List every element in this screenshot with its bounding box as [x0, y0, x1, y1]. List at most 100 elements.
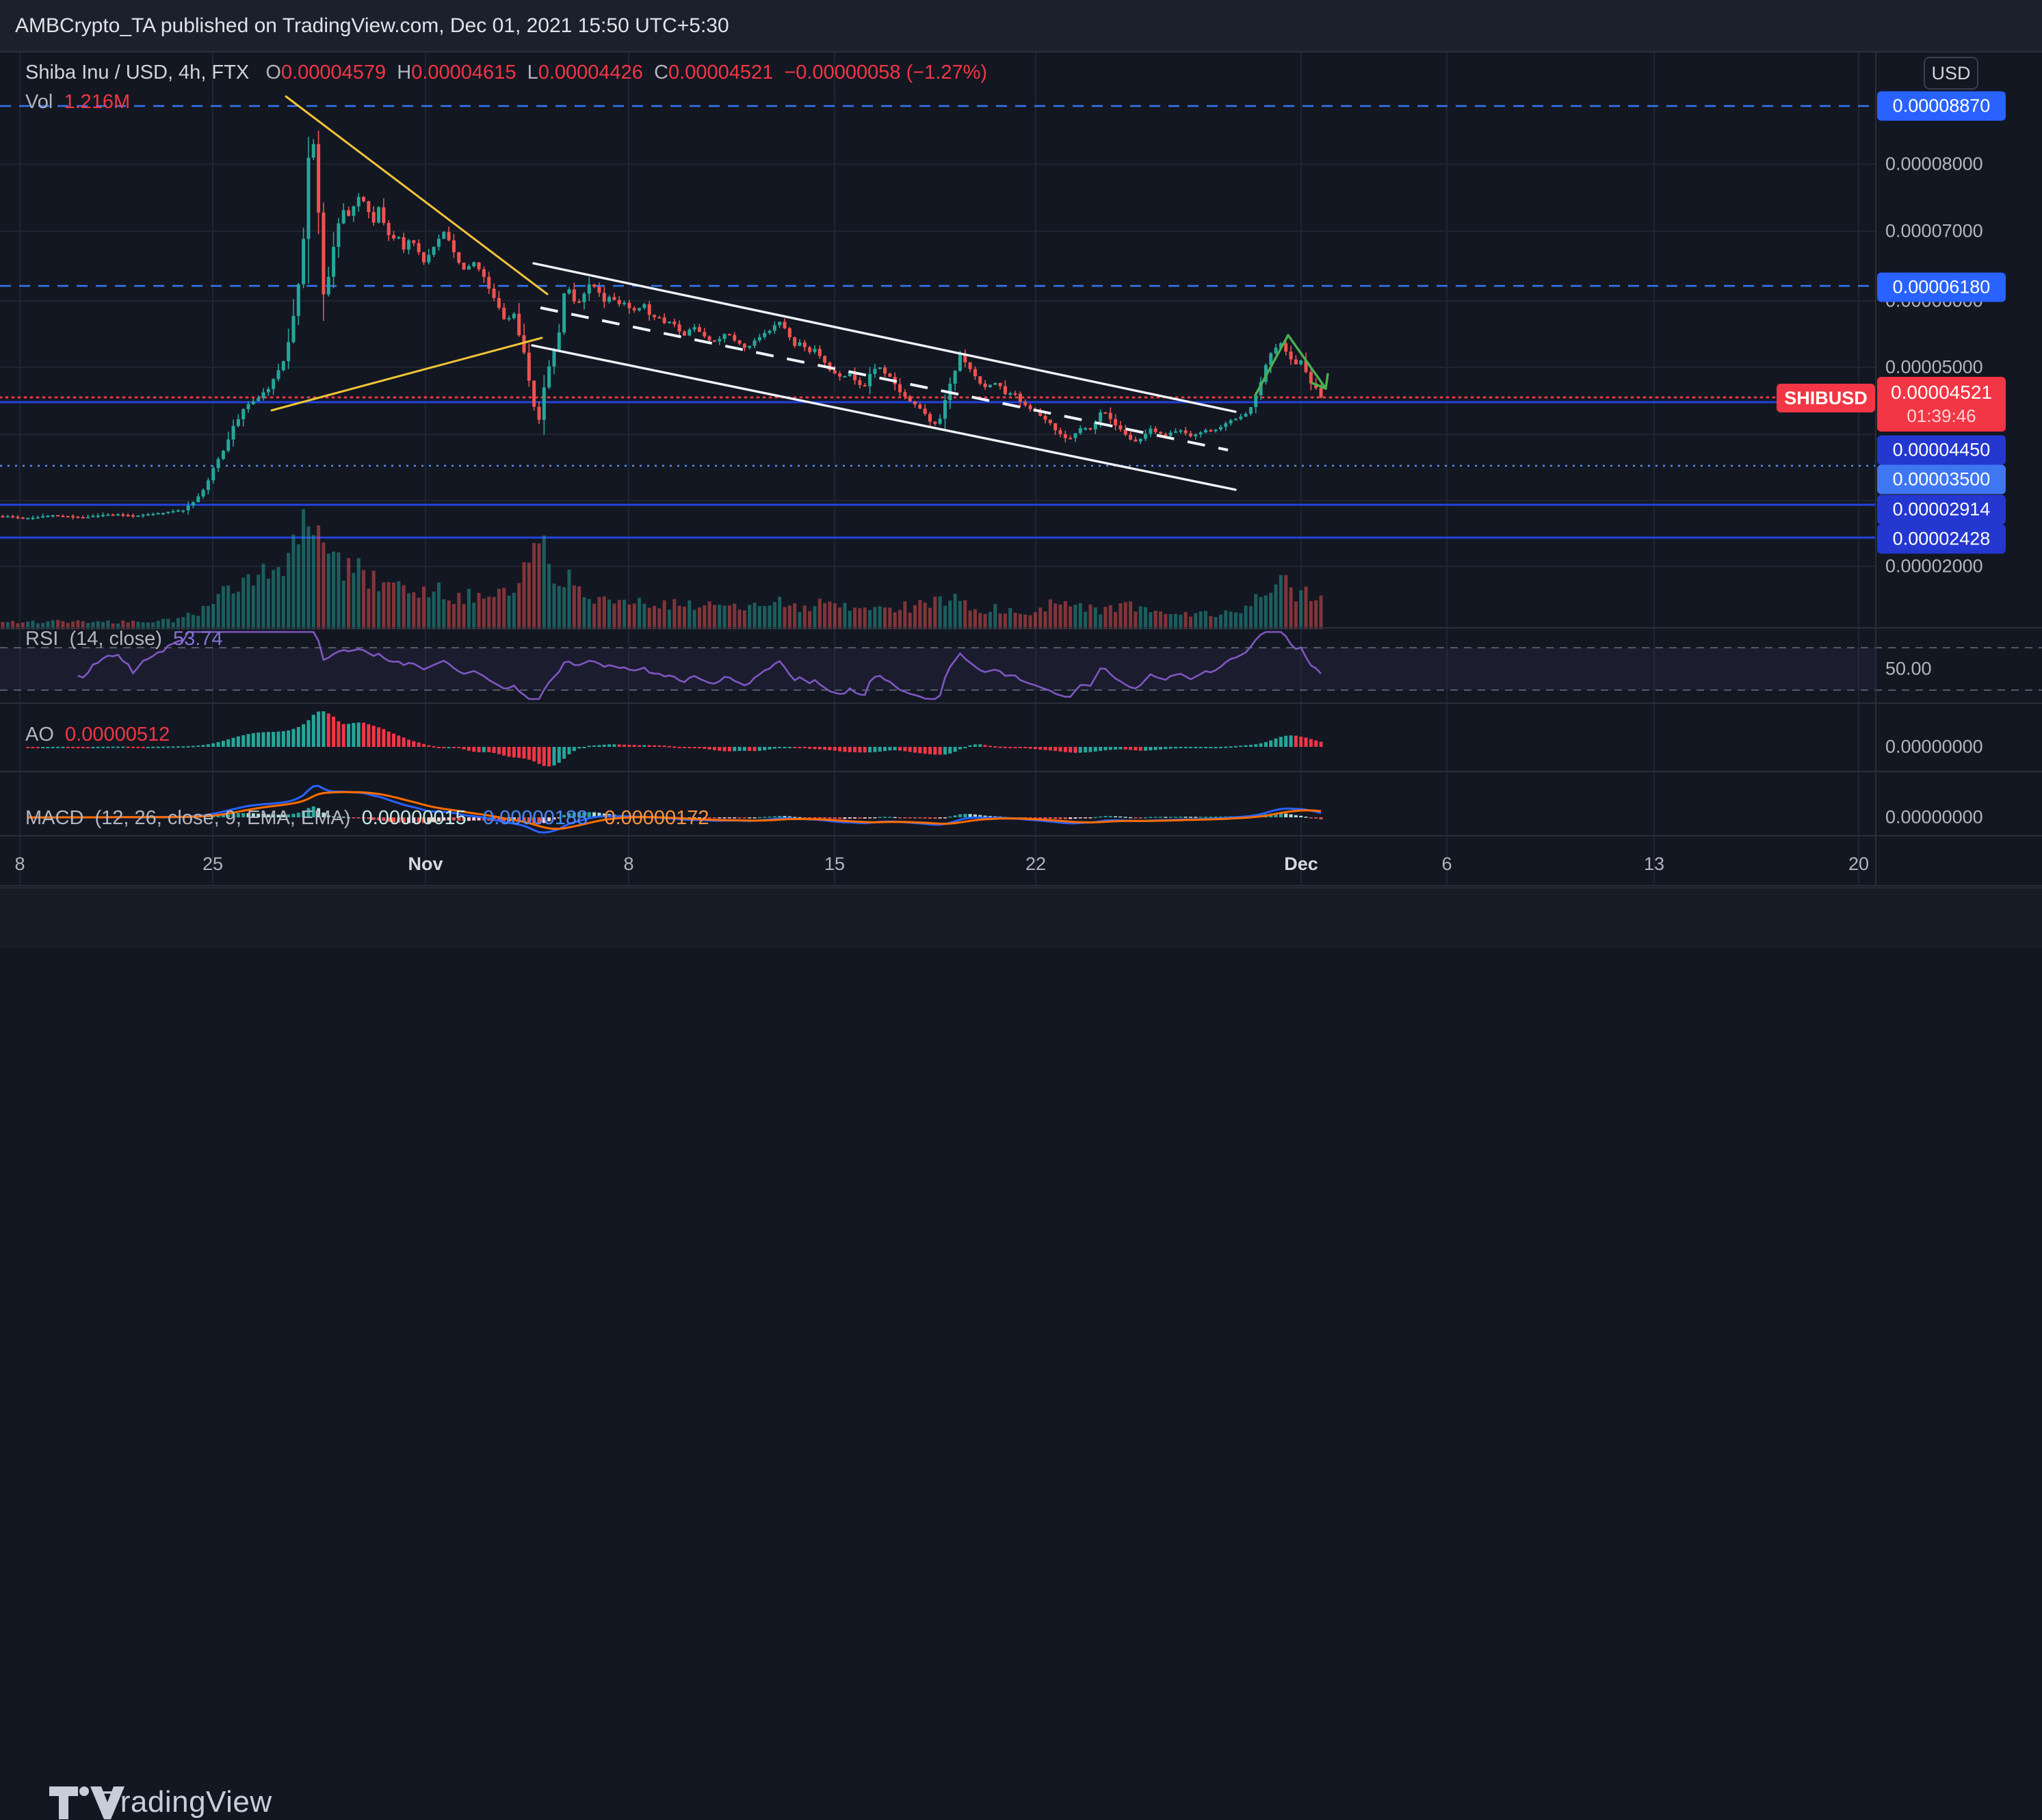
ao-bar	[1118, 747, 1123, 750]
time-axis-label[interactable]: 22	[1025, 854, 1047, 874]
ao-bar	[963, 747, 967, 748]
candle-body	[46, 516, 50, 518]
candle-body	[582, 293, 586, 302]
volume-bar	[742, 610, 746, 629]
macd-histogram-bar	[938, 817, 942, 819]
volume-bar	[623, 599, 627, 629]
ao-bar	[266, 732, 270, 747]
currency-toggle-button[interactable]: USD	[1924, 57, 1978, 90]
channel-midline-dashed[interactable]	[540, 306, 1229, 451]
volume-bar	[81, 621, 85, 629]
ao-bar	[653, 745, 657, 747]
ao-bar	[547, 747, 551, 767]
chart-canvas[interactable]	[0, 0, 2042, 947]
candle-body	[547, 366, 551, 388]
volume-bar	[1, 622, 5, 629]
ao-bar	[787, 747, 791, 748]
green-projection-line[interactable]	[1254, 334, 1290, 397]
macd-histogram-bar	[1304, 817, 1308, 818]
candle-body	[11, 516, 15, 518]
time-axis-label[interactable]: Nov	[408, 854, 443, 874]
volume-bar	[1033, 612, 1037, 629]
macd-histogram-bar	[802, 817, 807, 819]
time-axis-label[interactable]: 15	[824, 854, 846, 874]
volume-bar	[347, 558, 351, 629]
macd-histogram-bar	[352, 817, 356, 819]
macd-histogram-bar	[1153, 817, 1157, 818]
volume-bar	[537, 543, 541, 629]
ao-bar	[667, 746, 671, 748]
volume-bar	[592, 603, 597, 629]
volume-bar	[1233, 612, 1238, 629]
macd-legend[interactable]: MACD (12, 26, close, 9, EMA, EMA) 0.0000…	[25, 807, 709, 830]
tradingview-brand-text[interactable]: TradingView	[103, 1785, 272, 1819]
volume-bar	[236, 592, 240, 629]
ao-bar	[1248, 744, 1253, 747]
time-axis-label[interactable]: 8	[14, 854, 25, 874]
candle-body	[682, 331, 686, 336]
candle-body	[672, 321, 677, 325]
macd-histogram-bar	[923, 817, 927, 819]
macd-histogram-bar	[1199, 817, 1203, 818]
ao-bar	[748, 747, 752, 752]
volume-bar	[883, 607, 887, 629]
volume-bar	[953, 594, 957, 629]
channel-lower-line[interactable]	[531, 344, 1237, 491]
candle-body	[813, 349, 817, 352]
yellow-trendline[interactable]	[285, 95, 549, 295]
volume-bar	[176, 618, 180, 629]
ao-legend[interactable]: AO 0.00000512	[25, 724, 170, 746]
volume-bar	[482, 598, 486, 629]
green-projection-line[interactable]	[1287, 334, 1327, 390]
macd-histogram-bar	[1073, 817, 1077, 819]
ao-axis-label: 0.00000000	[1885, 736, 1983, 757]
time-axis-label[interactable]: 8	[623, 854, 634, 874]
ao-bar	[1114, 747, 1118, 750]
ao-bar	[1144, 747, 1148, 751]
macd-histogram-bar	[1108, 816, 1112, 817]
volume-bar	[757, 606, 761, 629]
volume-bar	[26, 621, 30, 629]
macd-histogram-bar	[457, 817, 461, 821]
ao-bar	[1209, 747, 1213, 748]
ao-bar	[802, 747, 807, 748]
ao-bar	[201, 745, 205, 747]
volume-bar	[337, 552, 341, 629]
macd-value-hist: 0.00000015	[361, 807, 467, 829]
volume-legend[interactable]: Vol 1.216M	[25, 91, 130, 114]
ao-bar	[1153, 747, 1157, 750]
rsi-legend[interactable]: RSI (14, close) 53.74	[25, 628, 223, 650]
candle-body	[1274, 347, 1278, 354]
candle-body	[507, 318, 511, 320]
macd-histogram-bar	[772, 816, 776, 817]
volume-bar	[61, 621, 65, 629]
macd-histogram-bar	[883, 817, 887, 818]
volume-bar	[863, 607, 867, 629]
volume-bar	[1003, 614, 1007, 629]
volume-bar	[527, 562, 531, 629]
channel-upper-line[interactable]	[532, 262, 1237, 413]
ao-bar	[883, 747, 887, 752]
macd-histogram-bar	[928, 817, 932, 819]
time-axis-label[interactable]: 20	[1848, 854, 1870, 874]
candle-body	[1319, 388, 1323, 397]
time-axis-label[interactable]: 13	[1643, 854, 1665, 874]
volume-bar	[1264, 595, 1268, 629]
volume-bar	[397, 581, 401, 629]
macd-histogram-bar	[356, 817, 361, 819]
macd-histogram-bar	[933, 817, 937, 819]
candle-body	[51, 515, 55, 517]
time-axis-label[interactable]: 25	[202, 854, 224, 874]
time-axis-label[interactable]: 6	[1441, 854, 1452, 874]
candle-body	[406, 240, 410, 250]
price-level-label: 0.00003500	[1877, 464, 2006, 494]
open-value: 0.00004579	[280, 62, 387, 83]
candle-body	[918, 404, 922, 409]
symbol-legend[interactable]: Shiba Inu / USD, 4h, FTX O0.00004579 H0.…	[25, 62, 987, 84]
time-axis-label[interactable]: Dec	[1284, 854, 1318, 874]
volume-bar	[838, 607, 842, 629]
yellow-trendline[interactable]	[270, 337, 543, 412]
ao-bar	[1084, 747, 1088, 753]
ao-bar	[206, 744, 210, 747]
volume-bar	[602, 596, 606, 629]
